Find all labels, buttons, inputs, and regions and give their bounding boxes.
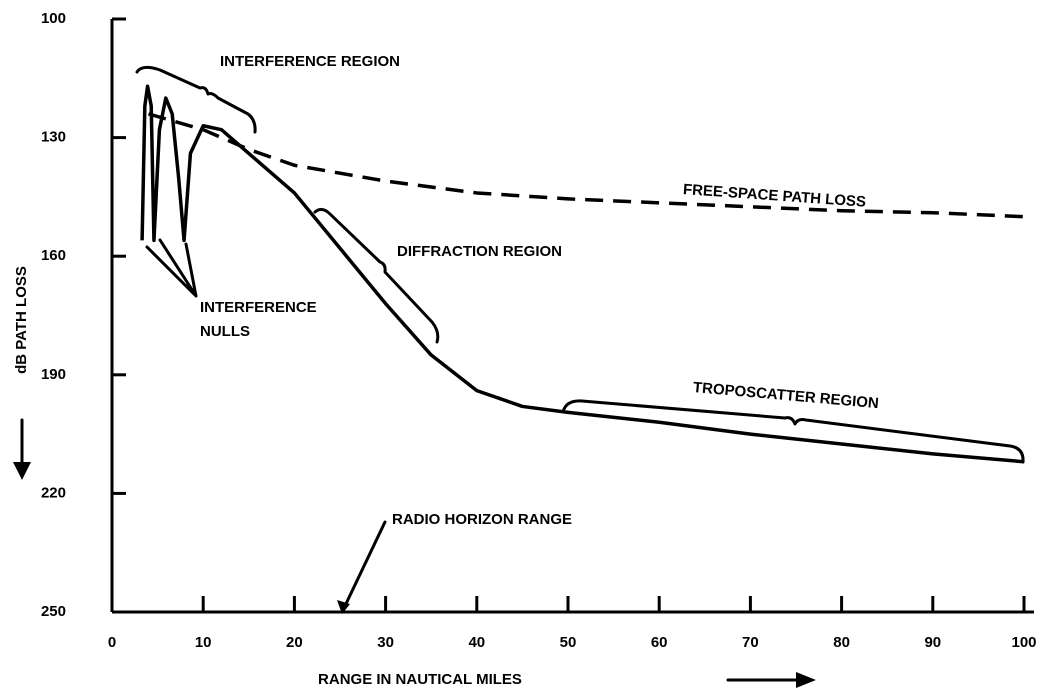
diffraction-brace (313, 207, 440, 344)
annotation: NULLS (200, 323, 250, 340)
x-tick-label: 100 (1011, 634, 1036, 651)
y-axis-label: dB PATH LOSS (13, 266, 30, 374)
x-tick-label: 80 (833, 634, 850, 651)
x-tick-label: 10 (195, 634, 212, 651)
x-tick-label: 30 (377, 634, 394, 651)
x-tick-label: 0 (108, 634, 116, 651)
decorations (20, 65, 1025, 682)
dashed-line (147, 112, 1025, 219)
x-tick-label: 60 (651, 634, 668, 651)
x-tick-label: 40 (468, 634, 485, 651)
null-arrows (145, 238, 198, 298)
x-arrowhead (796, 672, 816, 688)
y-tick-label: 250 (41, 603, 66, 620)
annotation: RADIO HORIZON RANGE (392, 511, 572, 528)
troposcatter-brace (561, 399, 1025, 464)
y-tick-label: 160 (41, 247, 66, 264)
annotation: DIFFRACTION REGION (397, 243, 562, 260)
y-tick-label: 130 (41, 129, 66, 146)
x-tick-label: 50 (560, 634, 577, 651)
x-tick-label: 70 (742, 634, 759, 651)
arrowheads (13, 462, 816, 688)
horizon-arrow (342, 520, 387, 610)
annotation: INTERFERENCE (200, 299, 317, 316)
line (140, 84, 1025, 464)
x-tick-label: 20 (286, 634, 303, 651)
y-tick-label: 220 (41, 484, 66, 501)
y-arrowhead (13, 462, 31, 480)
horizon-arrowhead (337, 600, 350, 614)
annotation: INTERFERENCE REGION (220, 53, 400, 70)
x-tick-label: 90 (924, 634, 941, 651)
annotation: TROPOSCATTER REGION (692, 379, 879, 412)
x-axis-label: RANGE IN NAUTICAL MILES (318, 671, 522, 688)
y-tick-label: 100 (41, 10, 66, 27)
interference-brace (135, 65, 257, 134)
y-tick-label: 190 (41, 366, 66, 383)
